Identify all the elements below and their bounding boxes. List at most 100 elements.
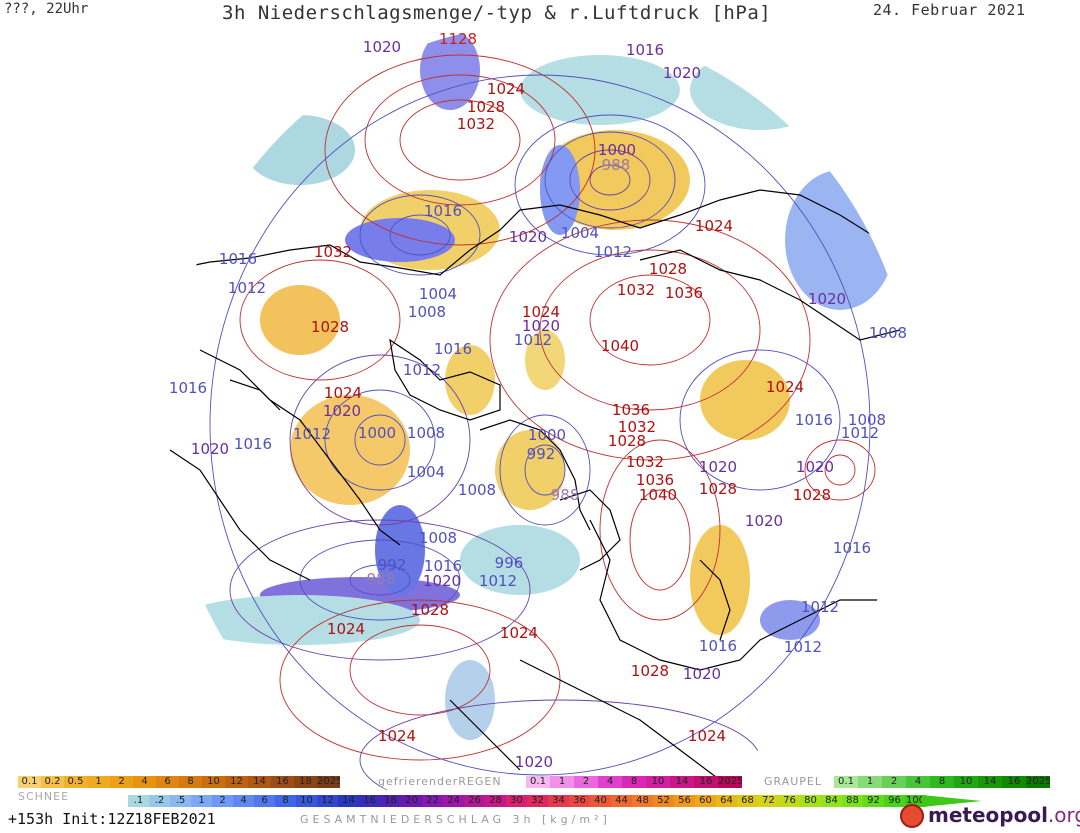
pressure-label: 1012	[841, 424, 879, 442]
pressure-label: 1028	[411, 601, 449, 619]
legend-swatch: 32	[527, 795, 548, 807]
legend-swatch: 80	[800, 795, 821, 807]
legend-swatch: .1	[128, 795, 149, 807]
legend-swatch: 8	[275, 795, 296, 807]
pressure-label: 1016	[626, 41, 664, 59]
pressure-label: 1020	[423, 572, 461, 590]
pressure-label: 1036	[636, 471, 674, 489]
pressure-label: 1000	[528, 426, 566, 444]
legend-swatch: 0.5	[64, 776, 87, 788]
pressure-label: 1008	[848, 411, 886, 429]
legend-swatch: 52	[653, 795, 674, 807]
pressure-label: 1020	[522, 317, 560, 335]
pressure-label: 1004	[407, 463, 445, 481]
pressure-label: 1028	[649, 260, 687, 278]
pressure-label: 988	[602, 156, 631, 174]
pressure-label: 1020	[745, 512, 783, 530]
forecast-time-label: ???, 22Uhr	[4, 1, 89, 17]
pressure-label: 1012	[403, 361, 441, 379]
pressure-label: 1024	[327, 620, 365, 638]
legend-swatch: 56	[674, 795, 695, 807]
pressure-label: 1032	[618, 418, 656, 436]
legend-swatch: 88	[842, 795, 863, 807]
legend-swatch: 48	[632, 795, 653, 807]
pressure-label: 992	[527, 445, 556, 463]
pressure-label: 988	[367, 570, 396, 588]
total-precip-legend-bar: .1.2.5 1 2 4 6 8 10 12 14 16 18 20 22 24 26 28 30 32 34 36 4…	[128, 795, 926, 807]
legend-swatch: 92	[863, 795, 884, 807]
pressure-label: 1012	[784, 638, 822, 656]
legend-swatch: 14	[670, 776, 694, 788]
legend-swatch: 2	[110, 776, 133, 788]
legend-swatch: 14	[338, 795, 359, 807]
pressure-label: 1020	[699, 458, 737, 476]
pressure-label: 1036	[665, 284, 703, 302]
pressure-label: 1020	[515, 753, 553, 771]
legend-swatch: 1	[550, 776, 574, 788]
legend-swatch: 2	[574, 776, 598, 788]
legend-swatch: 60	[695, 795, 716, 807]
legend-swatch: 16	[1002, 776, 1026, 788]
legend-swatch: 28	[485, 795, 506, 807]
pressure-label: 1012	[801, 598, 839, 616]
pressure-label: 1004	[561, 224, 599, 242]
pressure-label: 1032	[617, 281, 655, 299]
pressure-label: 1024	[766, 378, 804, 396]
pressure-label: 1020	[323, 402, 361, 420]
legend-swatch: 96	[884, 795, 905, 807]
precipitation-pressure-map: 1020 112810161020102410281032100098810161…	[169, 30, 907, 790]
pressure-label: 1024	[688, 727, 726, 745]
meteopool-logo[interactable]: meteopool.org	[900, 802, 1080, 830]
pressure-label: 1012	[479, 572, 517, 590]
legend-swatch: 34	[548, 795, 569, 807]
pressure-label: 1016	[219, 250, 257, 268]
legend-swatch: 14	[978, 776, 1002, 788]
pressure-label-group: 1020 112810161020102410281032100098810161…	[169, 30, 907, 771]
pressure-label: 1012	[594, 243, 632, 261]
pressure-label: 1024	[324, 384, 362, 402]
graupel-legend-label: GRAUPEL	[764, 775, 823, 788]
pressure-label: 1008	[458, 481, 496, 499]
legend-swatch: 16	[271, 776, 294, 788]
legend-swatch: 18	[380, 795, 401, 807]
pressure-label: 1024	[500, 624, 538, 642]
pressure-label: 1024	[378, 727, 416, 745]
legend-swatch: 12	[317, 795, 338, 807]
pressure-label: 1020	[683, 665, 721, 683]
logo-icon	[900, 804, 924, 828]
legend-swatch: 40	[590, 795, 611, 807]
pressure-label: 1008	[407, 424, 445, 442]
precipitation-layer	[180, 30, 895, 740]
legend-swatch: 2025+	[1026, 776, 1050, 788]
legend-swatch: 30	[506, 795, 527, 807]
pressure-label: 1024	[487, 80, 525, 98]
legend-swatch: 16	[694, 776, 718, 788]
legend-swatch: 10	[646, 776, 670, 788]
forecast-date: 24. Februar 2021	[873, 1, 1026, 19]
pressure-label: 1016	[424, 202, 462, 220]
legend-swatch: 0.1	[18, 776, 41, 788]
legend-swatch: 44	[611, 795, 632, 807]
pressure-label: 1016	[833, 539, 871, 557]
legend-swatch: 2025+	[718, 776, 742, 788]
pressure-label: 1024	[695, 217, 733, 235]
legend-swatch: 2	[212, 795, 233, 807]
pressure-label: 1028	[608, 432, 646, 450]
pressure-label: 992	[378, 556, 407, 574]
pressure-label: 1032	[314, 243, 352, 261]
pressure-label: 1016	[424, 557, 462, 575]
run-info: +153h Init:12Z18FEB2021	[8, 810, 216, 828]
map-title: 3h Niederschlagsmenge/-typ & r.Luftdruck…	[222, 2, 772, 24]
legend-swatch: 8	[930, 776, 954, 788]
legend-swatch: 4	[598, 776, 622, 788]
pressure-label: 1024	[522, 303, 560, 321]
total-precip-caption: GESAMTNIEDERSCHLAG 3h [kg/m²]	[300, 813, 611, 826]
legend-swatch: 1	[191, 795, 212, 807]
freezing-rain-legend-label: gefrierenderREGEN	[378, 775, 502, 788]
logo-tld: .org	[1047, 803, 1080, 827]
pressure-label: 1028	[631, 662, 669, 680]
pressure-label: 1008	[419, 529, 457, 547]
legend-swatch: 14	[248, 776, 271, 788]
